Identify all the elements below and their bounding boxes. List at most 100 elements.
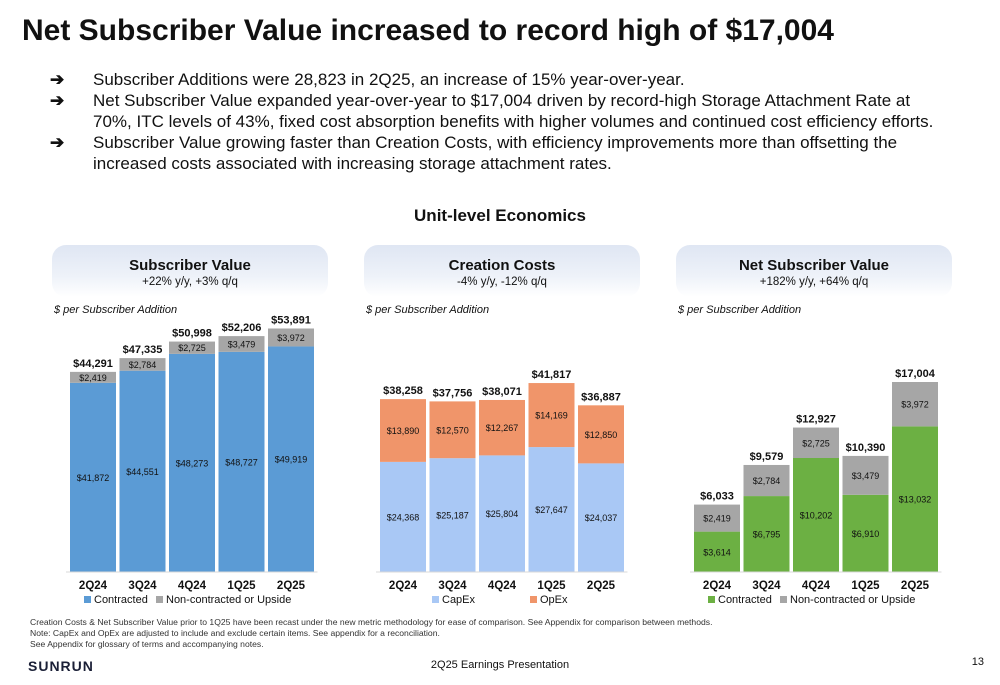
- bar-segment-contracted: [218, 351, 265, 572]
- x-tick-label: 4Q24: [488, 580, 517, 592]
- creation-costs-chart: $24,368 $13,890 $38,258 2Q24 $25,187 $12,570 $…: [364, 310, 640, 617]
- x-tick-label: 3Q24: [128, 580, 157, 592]
- bar-segment-non-contracted-or-upside: [842, 455, 889, 495]
- x-tick-label: 4Q24: [802, 580, 831, 592]
- bar-segment-contracted: [694, 531, 740, 572]
- data-label: $44,551: [126, 467, 159, 477]
- data-label: $2,419: [79, 373, 107, 383]
- bar-segment-opex: [479, 399, 525, 456]
- data-label: $25,187: [436, 511, 469, 521]
- total-label: $47,335: [123, 344, 163, 356]
- bar-segment-opex: [429, 401, 476, 459]
- data-label: $2,784: [129, 360, 157, 370]
- x-tick-label: 1Q25: [537, 580, 566, 592]
- data-label: $12,267: [486, 423, 519, 433]
- x-tick-label: 2Q24: [389, 580, 418, 592]
- data-label: $2,725: [802, 438, 830, 448]
- x-tick-label: 3Q24: [438, 580, 467, 592]
- bullet-list: ➔ Subscriber Additions were 28,823 in 2Q2…: [50, 69, 950, 174]
- unit-label: $ per Subscriber Addition: [366, 304, 490, 316]
- bar-segment-capex: [479, 455, 525, 572]
- bullet-item: ➔ Net Subscriber Value expanded year-over…: [50, 90, 950, 132]
- bar-segment-non-contracted-or-upside: [70, 371, 116, 383]
- panel-title: Net Subscriber Value: [738, 257, 890, 274]
- footnotes: Creation Costs & Net Subscriber Value pr…: [30, 617, 712, 650]
- panel-title: Subscriber Value: [129, 257, 251, 274]
- footnote: Creation Costs & Net Subscriber Value pr…: [30, 617, 713, 627]
- data-label: $6,910: [852, 529, 880, 539]
- bar-segment-non-contracted-or-upside: [218, 336, 265, 352]
- panel-header-net-subscriber-value: Net Subscriber Value +182% y/y, +64% q/q: [676, 245, 952, 297]
- data-label: $3,972: [277, 333, 305, 343]
- legend-label: OpEx: [540, 594, 568, 606]
- subscriber-value-chart-svg: $41,872 $2,419 $44,291 2Q24 $44,551 $2,784 $47…: [66, 314, 318, 606]
- sunrun-logo: SUNRUN: [28, 658, 94, 674]
- data-label: $6,795: [753, 530, 781, 540]
- x-tick-label: 2Q24: [79, 580, 108, 592]
- creation-costs-chart-svg: $24,368 $13,890 $38,258 2Q24 $25,187 $12,570 $…: [376, 369, 628, 606]
- legend-label: Non-contracted or Upside: [790, 594, 915, 606]
- bullet-item: ➔ Subscriber Additions were 28,823 in 2Q2…: [50, 69, 950, 90]
- bar-segment-contracted: [119, 370, 166, 572]
- data-label: $10,202: [800, 511, 833, 521]
- total-label: $52,206: [222, 322, 262, 334]
- panel-header-creation-costs: Creation Costs -4% y/y, -12% q/q: [364, 245, 640, 297]
- unit-label: $ per Subscriber Addition: [678, 304, 802, 316]
- legend-swatch: [708, 596, 715, 603]
- subscriber-value-chart: $41,872 $2,419 $44,291 2Q24 $44,551 $2,784 $47…: [52, 310, 328, 617]
- data-label: $3,972: [901, 400, 929, 410]
- total-label: $44,291: [73, 358, 113, 370]
- data-label: $2,725: [178, 343, 206, 353]
- page-number: 13: [971, 656, 984, 668]
- arrow-icon: ➔: [50, 133, 65, 152]
- data-label: $24,037: [585, 513, 618, 523]
- total-label: $50,998: [172, 328, 212, 340]
- bar-segment-non-contracted-or-upside: [268, 328, 314, 347]
- x-tick-label: 1Q25: [227, 580, 256, 592]
- bar-segment-opex: [380, 399, 426, 462]
- bar-segment-contracted: [892, 426, 938, 572]
- bar-segment-contracted: [169, 353, 215, 572]
- data-label: $41,872: [77, 473, 110, 483]
- bar-segment-non-contracted-or-upside: [169, 341, 215, 354]
- data-label: $49,919: [275, 455, 308, 465]
- bar-segment-contracted: [268, 346, 314, 572]
- data-label: $3,614: [703, 547, 731, 557]
- bar-segment-contracted: [70, 382, 116, 572]
- bar-segment-opex: [528, 383, 575, 448]
- legend-swatch: [530, 596, 537, 603]
- bar-segment-opex: [578, 405, 624, 464]
- total-label: $9,579: [750, 451, 784, 463]
- panel-title: Creation Costs: [448, 257, 556, 274]
- arrow-icon: ➔: [50, 91, 65, 110]
- bullet-text: Subscriber Additions were 28,823 in 2Q25…: [93, 70, 685, 89]
- x-tick-label: 2Q25: [901, 580, 930, 592]
- legend-swatch: [780, 596, 787, 603]
- bar-segment-capex: [578, 463, 624, 572]
- data-label: $3,479: [852, 471, 880, 481]
- legend-label: Non-contracted or Upside: [166, 594, 291, 606]
- data-label: $48,273: [176, 458, 209, 468]
- bar-segment-non-contracted-or-upside: [119, 358, 166, 371]
- total-label: $37,756: [433, 387, 473, 399]
- bar-segment-contracted: [842, 494, 889, 572]
- total-label: $6,033: [700, 491, 734, 503]
- data-label: $48,727: [225, 457, 258, 467]
- total-label: $17,004: [895, 368, 936, 380]
- arrow-icon: ➔: [50, 70, 65, 89]
- panel-header-subscriber-value: Subscriber Value +22% y/y, +3% q/q: [52, 245, 328, 297]
- section-title: Unit-level Economics: [414, 206, 586, 225]
- x-tick-label: 3Q24: [752, 580, 781, 592]
- total-label: $10,390: [846, 442, 886, 454]
- legend-label: Contracted: [718, 594, 772, 606]
- bar-segment-capex: [380, 461, 426, 572]
- legend-swatch: [432, 596, 439, 603]
- x-tick-label: 2Q24: [703, 580, 732, 592]
- legend-swatch: [156, 596, 163, 603]
- bullet-text: Subscriber Value growing faster than Cre…: [93, 133, 898, 173]
- data-label: $2,784: [753, 476, 781, 486]
- total-label: $38,258: [383, 385, 423, 397]
- data-label: $13,032: [899, 495, 932, 505]
- total-label: $12,927: [796, 414, 836, 426]
- unit-label: $ per Subscriber Addition: [54, 304, 178, 316]
